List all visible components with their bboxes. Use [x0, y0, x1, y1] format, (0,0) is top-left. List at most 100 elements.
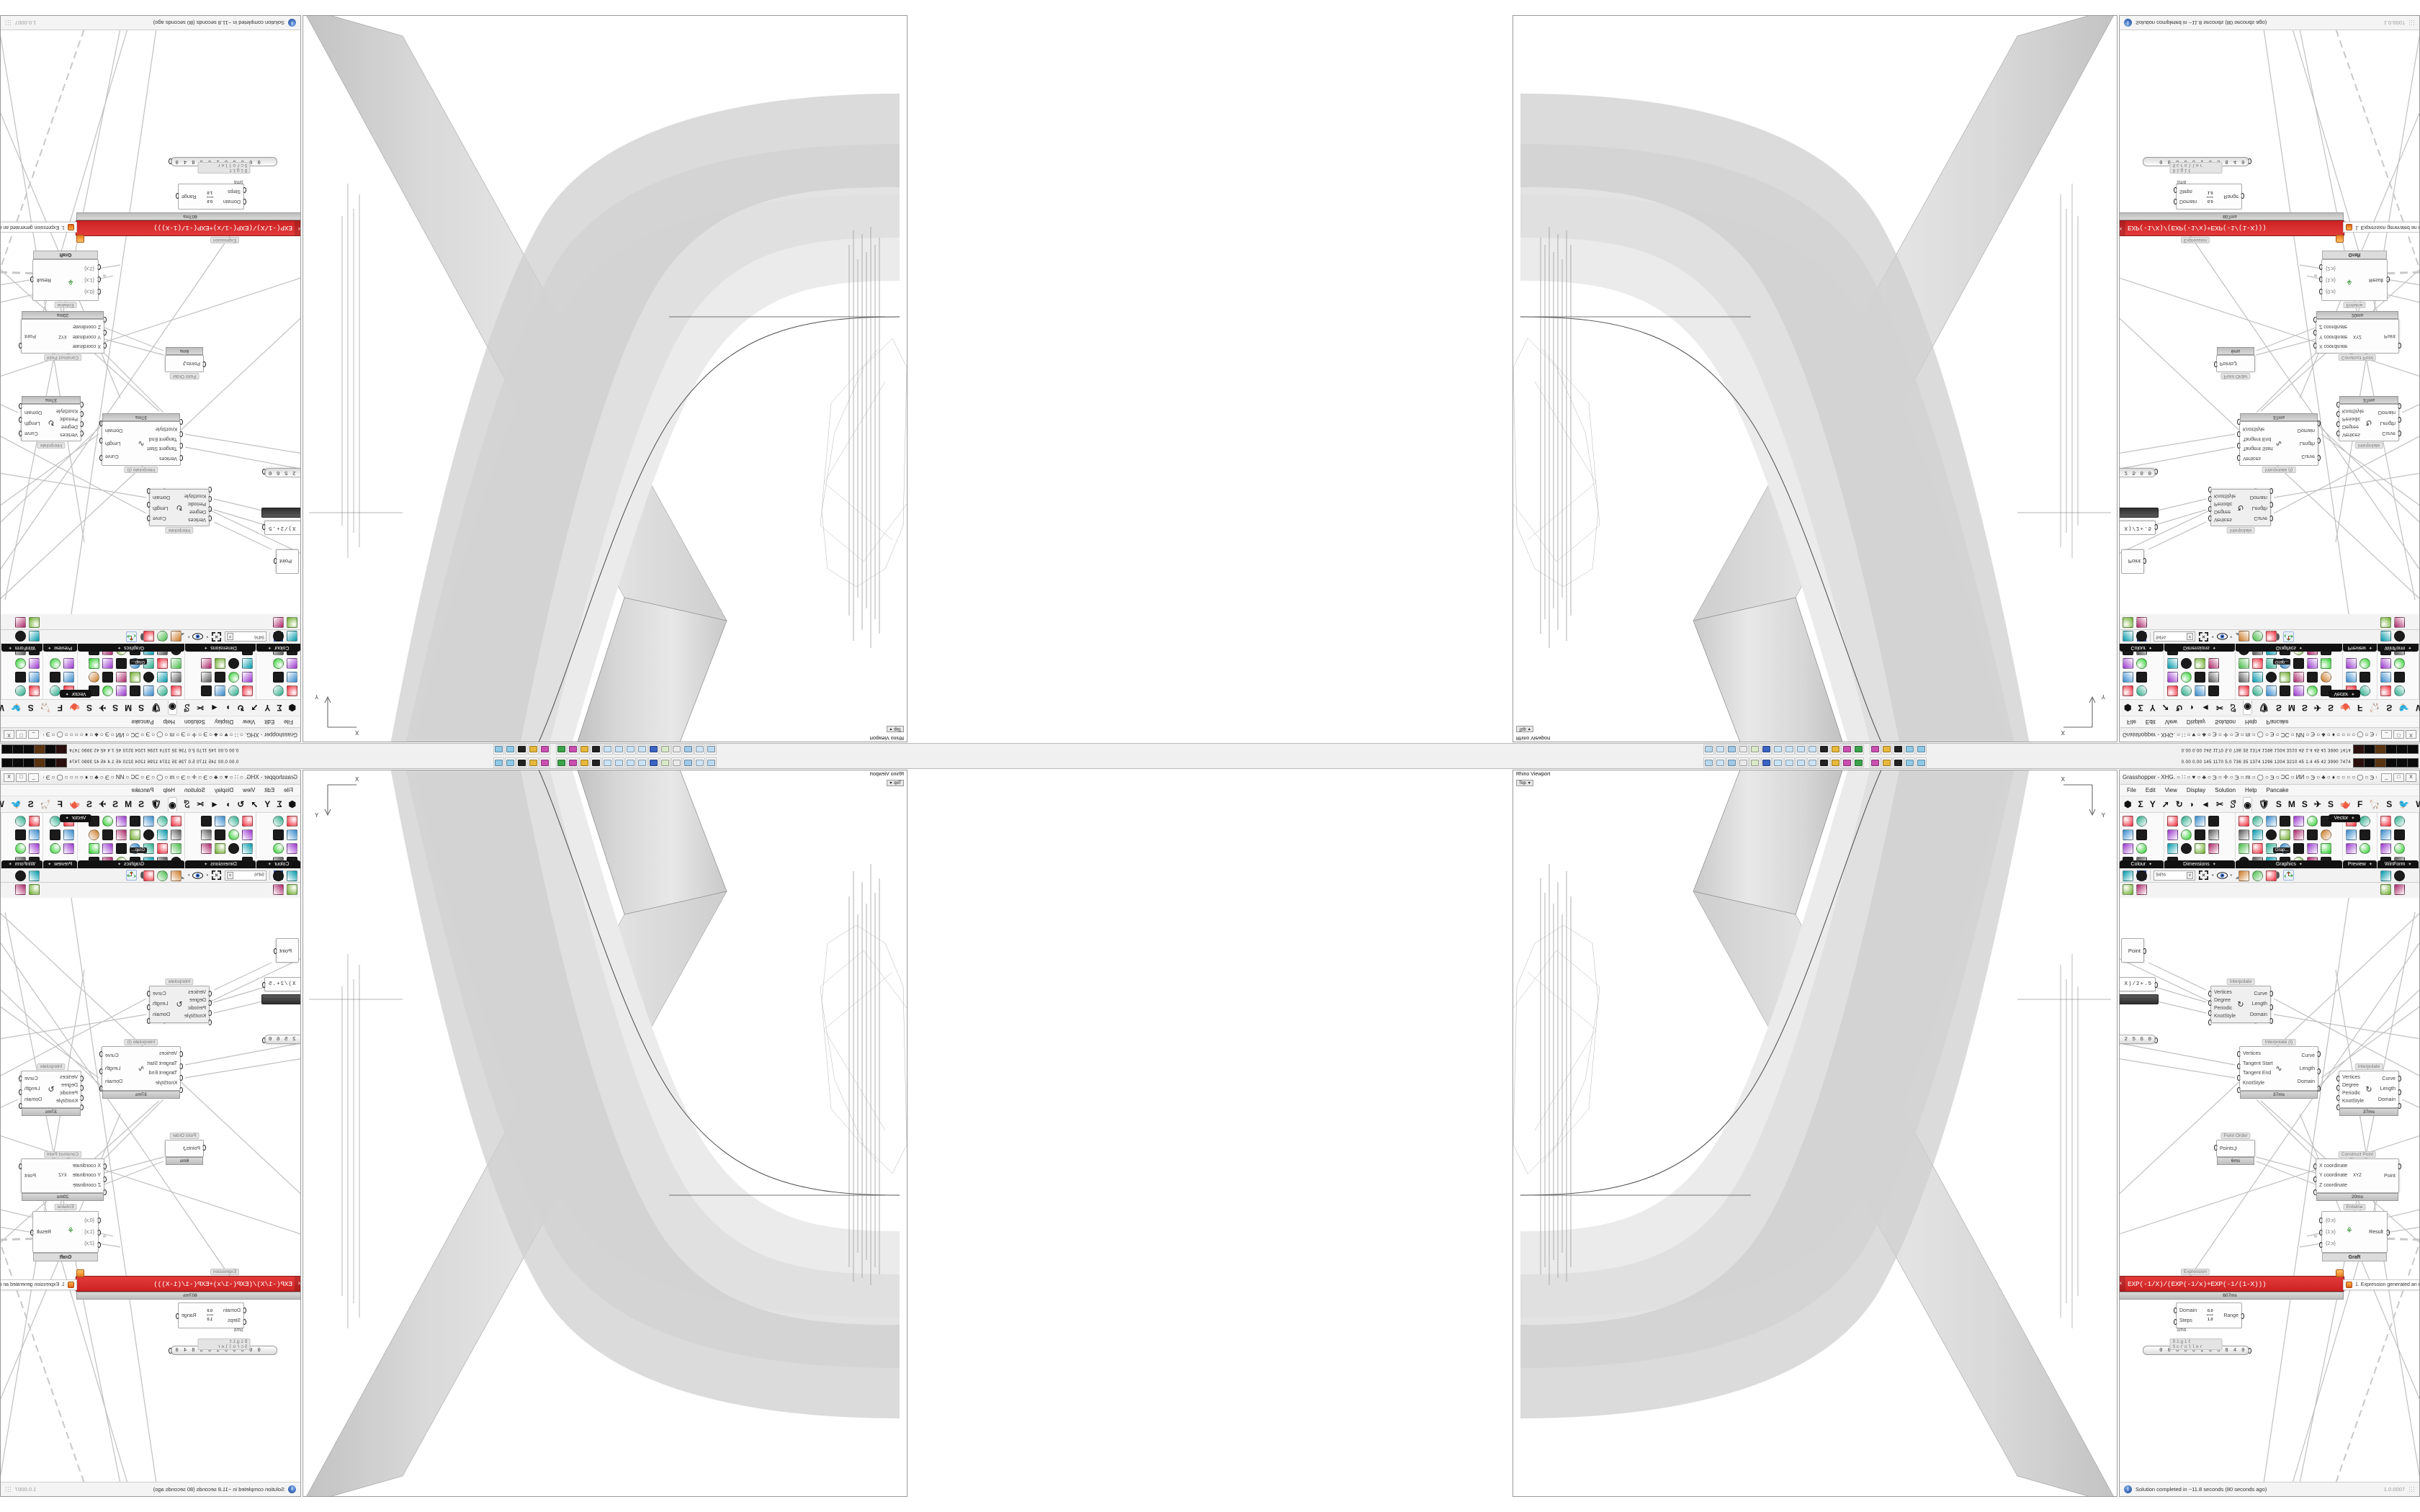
node-dark-bar[interactable]	[261, 508, 300, 518]
colour-swatch-4[interactable]	[12, 757, 24, 768]
section-icon[interactable]	[200, 842, 213, 855]
control-poly-icon[interactable]	[227, 684, 241, 698]
display-icon[interactable]	[1853, 744, 1864, 755]
halfpie-icon[interactable]	[2251, 629, 2264, 643]
column-icon[interactable]	[27, 616, 41, 629]
error-flag-icon[interactable]	[2336, 235, 2344, 243]
s4-tab[interactable]: S	[27, 703, 34, 713]
zoom-dropdown-icon[interactable]: ▾	[227, 871, 233, 879]
scroller-output-port[interactable]	[169, 158, 172, 164]
node-construct-point[interactable]: Construct Point X coordinate Y coordinate Z…	[19, 1151, 107, 1201]
ribbon-group-expand-icon[interactable]: ✦	[2368, 645, 2372, 649]
zoom-level-input[interactable]: 94% ▾	[2154, 870, 2195, 881]
ribbon-group-colour[interactable]: Colour ✦	[2120, 813, 2164, 895]
s3-tab[interactable]: S	[86, 799, 93, 809]
menu-item-edit[interactable]: Edit	[264, 719, 275, 725]
ribbon-group-vector[interactable]: Vector ✦	[2329, 814, 2360, 822]
menu-item-view[interactable]: View	[2164, 787, 2177, 793]
shade-icon[interactable]	[539, 757, 550, 768]
ribbon-group-label[interactable]: Colour ✦	[2120, 644, 2164, 652]
input-port-0[interactable]	[208, 516, 212, 521]
params-tab[interactable]: ⬢	[288, 703, 296, 713]
rhino-colour-swatches[interactable]	[1, 757, 67, 768]
channels-icon[interactable]	[272, 616, 285, 629]
barcode-icon[interactable]	[2393, 684, 2406, 698]
input-port-0[interactable]	[179, 455, 183, 461]
quad-icon[interactable]	[156, 670, 169, 684]
red-sphere-icon[interactable]	[285, 657, 299, 670]
viewport-label-group[interactable]: Rhino Viewport	[868, 735, 905, 740]
prism-icon[interactable]	[285, 616, 299, 629]
f-tab[interactable]: F	[57, 799, 63, 809]
listview-icon[interactable]	[27, 629, 41, 643]
rhino-viewport[interactable]: X Y Rhino Viewport Top ▾	[1512, 770, 2118, 1497]
output-port-2[interactable]	[99, 420, 103, 426]
eye-icon[interactable]	[2305, 842, 2319, 855]
output-port-0[interactable]	[2398, 343, 2401, 348]
line-dim-icon[interactable]	[227, 828, 241, 842]
numpad-icon[interactable]	[2393, 629, 2406, 643]
cluster-icon[interactable]	[125, 870, 137, 881]
undo-icon[interactable]	[1819, 744, 1829, 755]
entwine-port-0[interactable]	[2319, 1218, 2323, 1223]
chicken-tab[interactable]: 🐦	[2398, 703, 2410, 713]
chicken-tab[interactable]: 🐦	[10, 703, 22, 713]
colour-swatch-1[interactable]	[2364, 744, 2375, 755]
zoom-dropdown-icon[interactable]: ▾	[227, 633, 233, 641]
mesh-icon[interactable]	[169, 842, 183, 855]
menu-item-pancake[interactable]: Pancake	[131, 787, 154, 793]
shade-icon[interactable]	[169, 869, 183, 883]
arrows-icon[interactable]	[128, 670, 142, 684]
check-icon[interactable]	[2305, 828, 2319, 842]
input-port-2[interactable]	[2237, 1075, 2241, 1081]
menu-item-solution[interactable]: Solution	[184, 787, 205, 793]
trees-icon[interactable]	[48, 828, 62, 842]
maximize-button[interactable]: □	[16, 773, 27, 782]
ribbon-group-expand-icon[interactable]: ✦	[2351, 691, 2355, 696]
grasshopper-titlebar[interactable]: Grasshopper - XHG. ○ ∷ ○ ♥ ○ ♣ ○ ℈ ○ ✛ ○…	[1, 727, 300, 742]
output-port-1[interactable]	[2269, 1004, 2273, 1010]
output-port-0[interactable]	[2398, 1164, 2401, 1169]
resize-grip[interactable]	[5, 1486, 12, 1493]
cut-icon[interactable]	[660, 757, 671, 768]
input-port-2[interactable]	[2237, 431, 2241, 437]
new-icon[interactable]	[706, 744, 717, 755]
input-port-0[interactable]	[208, 991, 212, 996]
paste2-icon[interactable]	[625, 757, 636, 768]
undo-icon[interactable]	[1819, 757, 1829, 768]
ribbon-group-graphics[interactable]: Graphics ✦	[2236, 813, 2344, 881]
output-port-0[interactable]	[2398, 431, 2401, 436]
input-port-1[interactable]	[80, 420, 84, 427]
preview-dropdown-icon[interactable]: ▾	[187, 634, 190, 639]
graph-icon[interactable]	[14, 616, 27, 629]
ribbon-group-expand-icon[interactable]: ✦	[65, 816, 69, 821]
input-port-1[interactable]	[2208, 505, 2212, 512]
input-port-0[interactable]	[202, 361, 206, 367]
s1-tab[interactable]: S	[138, 799, 145, 809]
ribbon-group-label[interactable]: WinForm ✦	[1, 644, 42, 652]
mesh-tab[interactable]: ◄	[210, 799, 219, 809]
entwine-port-2[interactable]	[2319, 264, 2323, 270]
ribbon-group-vector[interactable]: Vector ✦	[60, 814, 91, 822]
input-port-1[interactable]	[2313, 1176, 2317, 1182]
node-point-order[interactable]: Point Order Points ♪ 6ms	[165, 347, 206, 379]
order-icon[interactable]	[142, 828, 156, 842]
input-port-1[interactable]	[103, 330, 107, 336]
node-expr-small[interactable]: X)/2+.5	[2120, 521, 2158, 535]
legend-icon[interactable]	[2319, 670, 2333, 684]
menu-item-edit[interactable]: Edit	[2145, 787, 2156, 793]
section-icon[interactable]	[2207, 657, 2220, 670]
s2-tab[interactable]: S	[2301, 703, 2308, 713]
colour-bar-icon[interactable]	[2121, 629, 2135, 643]
maths-tab[interactable]: Σ	[2138, 799, 2143, 809]
menu-item-display[interactable]: Display	[214, 787, 234, 793]
arrows-icon[interactable]	[128, 828, 142, 842]
sets-tab[interactable]: Y	[264, 703, 271, 713]
ribbon-group-expand-icon[interactable]: ✦	[2368, 863, 2372, 867]
point-dim-icon[interactable]	[213, 657, 227, 670]
intersect-tab[interactable]: ✂	[2215, 703, 2224, 713]
grasshopper-titlebar[interactable]: Grasshopper - XHG. ○ ∷ ○ ♥ ○ ♣ ○ ℈ ○ ✛ ○…	[2120, 727, 2419, 742]
transform-tab[interactable]: ꑄ	[2230, 800, 2237, 810]
error-flag-icon[interactable]	[76, 1269, 84, 1277]
ribbon-group-winform[interactable]: WinForm ✦	[2378, 603, 2419, 699]
